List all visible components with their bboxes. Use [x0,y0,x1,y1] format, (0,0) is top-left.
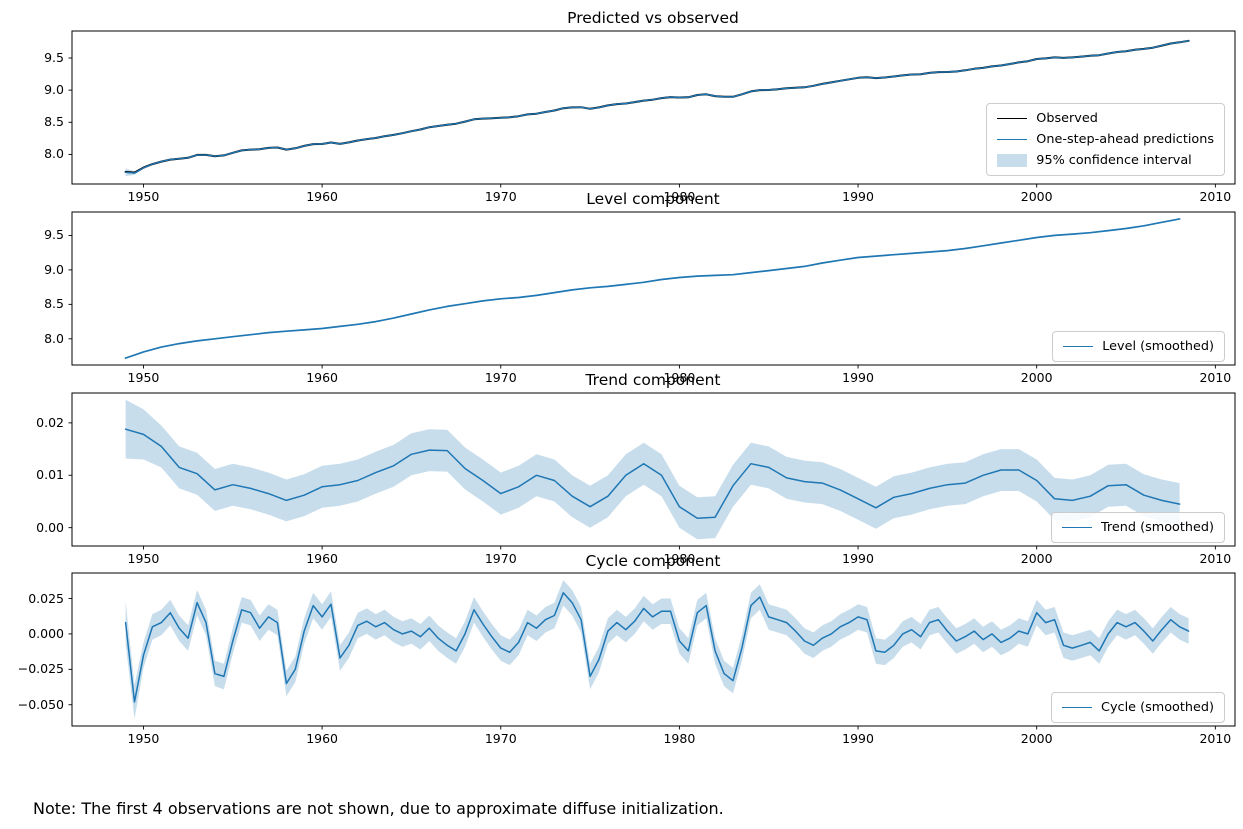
confidence-band-swatch-icon [997,154,1028,167]
x-tick-label: 2000 [1020,370,1053,385]
level-smoothed-line [124,218,1181,359]
observed-line-swatch-icon [997,118,1028,119]
subplot-title-predicted-vs-observed: Predicted vs observed [567,9,739,27]
y-tick-label: −0.050 [17,696,64,712]
subplot-canvas-2 [68,392,1236,550]
y-tick-label: 0.000 [28,625,64,641]
x-tick-label: 1980 [663,731,696,746]
y-tick-label: 9.5 [44,50,64,65]
y-tick-label: 9.0 [44,82,64,98]
cycle-smoothed-line [124,592,1190,703]
x-tick-label: 1980 [663,189,696,204]
predictions-line-swatch-icon [997,139,1028,140]
y-tick-label: 0.01 [36,467,64,483]
y-tick-label: 9.5 [44,227,64,243]
one-step-ahead-predictionsline [124,40,1190,174]
y-tick-label: 8.5 [44,296,64,312]
x-tick-label: 2000 [1020,189,1053,204]
x-tick-label: 2010 [1199,551,1232,566]
legend-label-cycle: Cycle (smoothed) [1101,700,1214,715]
legend-item-confidence-interval: 95% confidence interval [997,152,1214,169]
x-tick-label: 1990 [842,370,874,385]
subplot-canvas-0 [68,30,1236,188]
legend-item-cycle: Cycle (smoothed) [1062,699,1214,716]
x-tick-label: 2000 [1020,731,1053,746]
confidence-band [125,580,1189,719]
subplot-title-level-component: Level component [586,190,720,208]
y-tick-label: 0.00 [36,519,64,535]
y-tick-label: −0.025 [17,661,64,677]
figure-note: Note: The first 4 observations are not s… [33,799,724,818]
x-tick-label: 1990 [842,551,874,566]
x-tick-label: 1950 [127,370,160,385]
trend-smoothed-line [124,428,1181,519]
x-tick-label: 1960 [306,370,338,385]
y-tick-label: 9.0 [44,261,64,277]
legend-label-confidence-interval: 95% confidence interval [1036,153,1192,168]
legend-item-level: Level (smoothed) [1063,338,1214,355]
legend-level-component: Level (smoothed) [1052,331,1225,362]
legend-item-observed: Observed [997,110,1214,127]
y-tick-label: 8.0 [44,330,64,346]
x-tick-label: 1970 [484,189,517,204]
y-tick-label: 8.5 [44,114,64,130]
x-tick-label: 1950 [127,189,160,204]
cycle-line-swatch-icon [1062,707,1093,708]
x-tick-label: 2010 [1199,189,1232,204]
legend-cycle-component: Cycle (smoothed) [1051,692,1225,723]
x-tick-label: 1950 [127,731,160,746]
x-tick-label: 1990 [842,731,874,746]
x-tick-label: 2010 [1199,370,1232,385]
x-tick-label: 1990 [842,189,874,204]
y-tick-label: 8.0 [44,146,64,162]
x-tick-label: 2010 [1199,731,1232,746]
legend-trend-component: Trend (smoothed) [1051,512,1225,543]
subplot-title-trend-component: Trend component [585,371,721,389]
axes-frame [71,392,1236,547]
legend-label-observed: Observed [1036,111,1098,126]
level-line-swatch-icon [1063,346,1094,347]
x-tick-label: 1980 [663,551,696,566]
x-tick-label: 1950 [127,551,160,566]
x-tick-label: 2000 [1020,551,1053,566]
axes-frame [71,572,1236,727]
axes-frame [71,30,1236,185]
x-tick-label: 1970 [484,731,517,746]
axes-frame [71,211,1236,366]
x-tick-label: 1970 [484,370,517,385]
legend-predicted-vs-observed: Observed One-step-ahead predictions 95% … [986,103,1225,176]
legend-label-level: Level (smoothed) [1102,339,1214,354]
x-tick-label: 1960 [306,551,338,566]
subplot-canvas-1 [68,211,1236,369]
legend-item-trend: Trend (smoothed) [1062,519,1214,536]
subplot-canvas-3 [68,572,1236,730]
x-tick-label: 1960 [306,731,338,746]
x-tick-label: 1960 [306,189,338,204]
legend-label-predictions: One-step-ahead predictions [1036,132,1214,147]
legend-label-trend: Trend (smoothed) [1101,520,1214,535]
x-tick-label: 1970 [484,551,517,566]
legend-item-predictions: One-step-ahead predictions [997,131,1214,148]
y-tick-label: 0.02 [36,414,64,430]
x-tick-label: 1980 [663,370,696,385]
y-tick-label: 0.025 [28,590,64,606]
trend-line-swatch-icon [1062,527,1092,528]
subplot-title-cycle-component: Cycle component [585,552,721,570]
